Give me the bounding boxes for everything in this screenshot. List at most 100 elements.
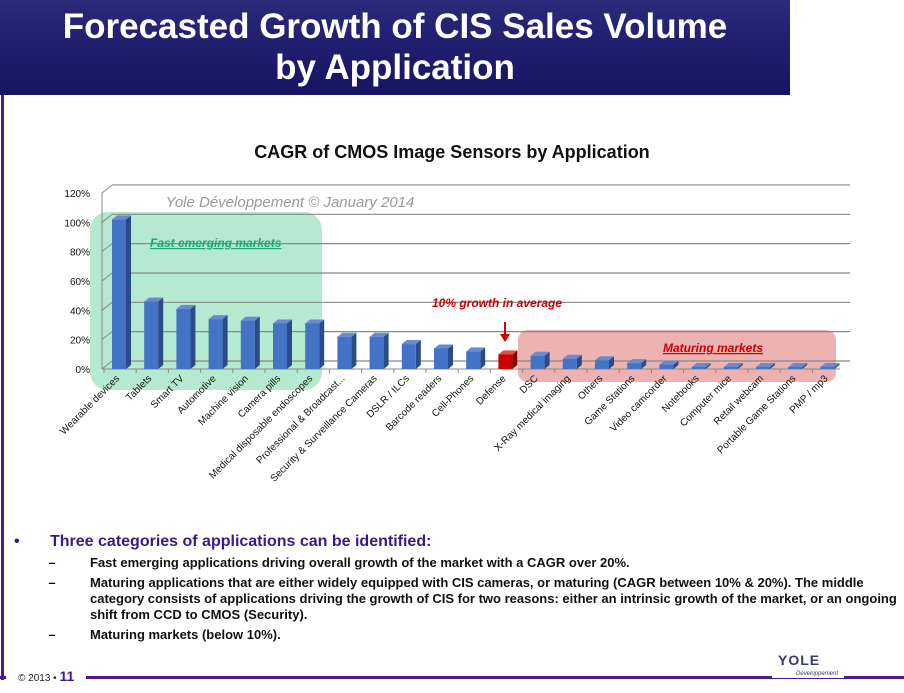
y-tick-label: 20% xyxy=(70,336,90,347)
bar-side xyxy=(673,360,679,369)
bar-top xyxy=(659,360,679,365)
bullet-dot: • xyxy=(14,533,20,550)
x-tick-label: Video camcorder xyxy=(608,373,670,435)
fast-markets-label: Fast emerging markets xyxy=(150,236,282,250)
bar-top xyxy=(595,356,614,361)
x-tick-label: Wearable devices xyxy=(58,373,122,437)
grid-diagonal xyxy=(101,184,113,194)
bar-top xyxy=(305,319,325,324)
grid-diagonal xyxy=(101,301,113,311)
page-number: © 2013 • 11 xyxy=(6,668,87,684)
title-line-2: by Application xyxy=(275,48,515,87)
bar xyxy=(401,344,416,369)
y-tick-label: 120% xyxy=(64,189,90,200)
bullet-item: Maturing applications that are either wi… xyxy=(90,575,897,622)
y-tick-label: 0% xyxy=(76,365,91,376)
watermark: Yole Développement © January 2014 xyxy=(166,194,415,211)
bar-side xyxy=(415,340,421,369)
bar xyxy=(144,301,159,369)
bar xyxy=(369,336,384,369)
grid-diagonal xyxy=(101,360,113,370)
bar-top xyxy=(498,350,518,355)
maturing-markets-label: Maturing markets xyxy=(663,341,763,355)
bar-top xyxy=(112,215,131,220)
bar-side xyxy=(834,363,840,369)
bar-side xyxy=(158,297,164,369)
bar xyxy=(498,354,513,369)
bar-top xyxy=(434,344,453,349)
bar xyxy=(273,323,287,369)
grid-diagonal xyxy=(101,331,113,341)
bar-side xyxy=(641,359,647,369)
bar-side xyxy=(802,363,808,369)
bar-top xyxy=(176,304,196,309)
bar-side xyxy=(448,344,453,369)
yole-logo: YOLE Développement xyxy=(772,652,845,678)
bar xyxy=(112,219,126,369)
bar-side xyxy=(480,347,486,369)
chart-title: CAGR of CMOS Image Sensors by Applicatio… xyxy=(254,142,649,162)
y-tick-label: 40% xyxy=(70,306,90,317)
grid-diagonal xyxy=(101,272,113,282)
down-arrow-icon xyxy=(500,322,510,342)
bullet-item: Fast emerging applications driving overa… xyxy=(90,555,630,570)
bar xyxy=(466,351,481,369)
grid-diagonal xyxy=(101,213,113,223)
bullet-item: Maturing markets (below 10%). xyxy=(90,627,281,642)
bar xyxy=(788,367,803,369)
bar-top xyxy=(466,347,486,352)
average-growth-label: 10% growth in average xyxy=(432,296,562,310)
bar xyxy=(337,336,352,369)
bar xyxy=(305,323,320,369)
bar xyxy=(691,367,706,369)
bar xyxy=(659,364,674,369)
bar-side xyxy=(544,351,550,369)
bar-top xyxy=(723,363,743,367)
bar-top xyxy=(401,340,421,345)
bar xyxy=(208,319,223,369)
bar-top xyxy=(337,332,357,337)
bar xyxy=(820,367,835,369)
bar-side xyxy=(576,354,582,369)
bar xyxy=(240,320,255,369)
bar-side xyxy=(319,319,325,369)
bar-top xyxy=(788,363,808,367)
bar-top xyxy=(240,316,260,321)
bar xyxy=(595,360,609,369)
y-tick-label: 60% xyxy=(70,277,90,288)
title-line-1: Forecasted Growth of CIS Sales Volume xyxy=(62,7,728,46)
bar-top xyxy=(144,297,164,302)
logo-text: YOLE xyxy=(778,652,821,668)
bar-side xyxy=(512,350,518,369)
footer-line xyxy=(0,676,904,679)
y-tick-label: 100% xyxy=(64,218,90,229)
bar xyxy=(562,358,577,369)
bar-side xyxy=(190,304,196,369)
bar xyxy=(530,355,545,369)
bar-side xyxy=(287,319,292,369)
bar-side xyxy=(770,363,775,369)
bar-top xyxy=(820,363,840,367)
copyright: © 2013 • xyxy=(18,673,57,684)
bar-top xyxy=(756,363,775,367)
bar-top xyxy=(562,354,582,359)
grid-diagonal xyxy=(101,243,113,253)
bar-top xyxy=(273,319,292,324)
bar xyxy=(723,367,738,369)
x-tick-label: Barcode readers xyxy=(384,373,444,433)
bar-side xyxy=(737,363,743,369)
bar-top xyxy=(369,332,389,337)
bar-side xyxy=(222,315,228,369)
bar-top xyxy=(627,359,647,364)
bullet-heading: Three categories of applications can be … xyxy=(50,533,432,550)
logo-sub: Développement xyxy=(796,671,839,677)
cagr-chart: CAGR of CMOS Image Sensors by Applicatio… xyxy=(58,142,850,484)
bar-top xyxy=(208,315,228,320)
page-num: 11 xyxy=(59,668,75,684)
left-border xyxy=(1,95,4,680)
bar-side xyxy=(351,332,357,369)
bullet-list: • Three categories of applications can be… xyxy=(14,533,904,643)
bar-side xyxy=(609,356,614,369)
bar-side xyxy=(254,316,260,369)
bar xyxy=(176,308,191,369)
